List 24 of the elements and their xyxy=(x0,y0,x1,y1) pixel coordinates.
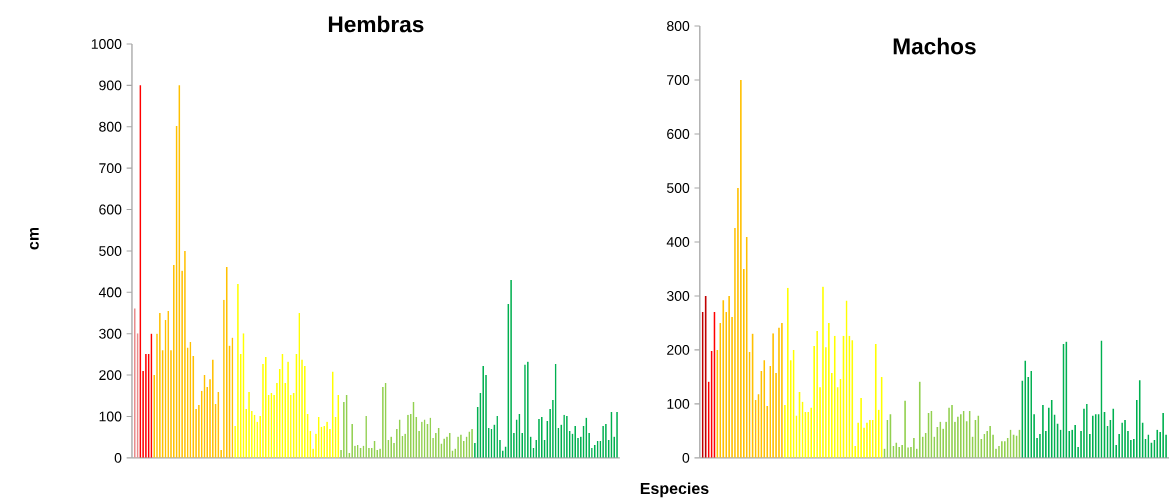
y-tick-label: 300 xyxy=(99,328,122,339)
y-tick-label: 500 xyxy=(666,183,690,193)
y-tick-label: 0 xyxy=(682,452,690,463)
y-tick-label: 500 xyxy=(99,246,122,256)
y-tick-label: 600 xyxy=(667,129,690,139)
y-tick-label: 400 xyxy=(666,237,690,247)
y-tick-label: 100 xyxy=(667,399,690,409)
y-axis-title: cm xyxy=(30,228,39,250)
y-tick-label: 1000 xyxy=(91,39,122,50)
y-tick-label: 100 xyxy=(99,411,122,422)
y-tick-label: 200 xyxy=(667,345,690,355)
x-axis-title: Especies xyxy=(640,482,709,498)
y-tick-label: 0 xyxy=(114,452,122,463)
y-tick-label: 800 xyxy=(667,21,690,32)
y-tick-label: 700 xyxy=(99,163,122,174)
y-tick-label: 700 xyxy=(667,75,690,85)
y-tick-label: 600 xyxy=(99,204,122,215)
chart-title: Machos xyxy=(893,37,976,55)
chart-title: Hembras xyxy=(328,15,424,33)
y-tick-label: 400 xyxy=(98,287,122,298)
y-tick-label: 800 xyxy=(99,121,122,132)
y-tick-label: 300 xyxy=(666,291,690,301)
y-tick-label: 900 xyxy=(99,80,122,91)
y-tick-label: 200 xyxy=(99,370,122,381)
